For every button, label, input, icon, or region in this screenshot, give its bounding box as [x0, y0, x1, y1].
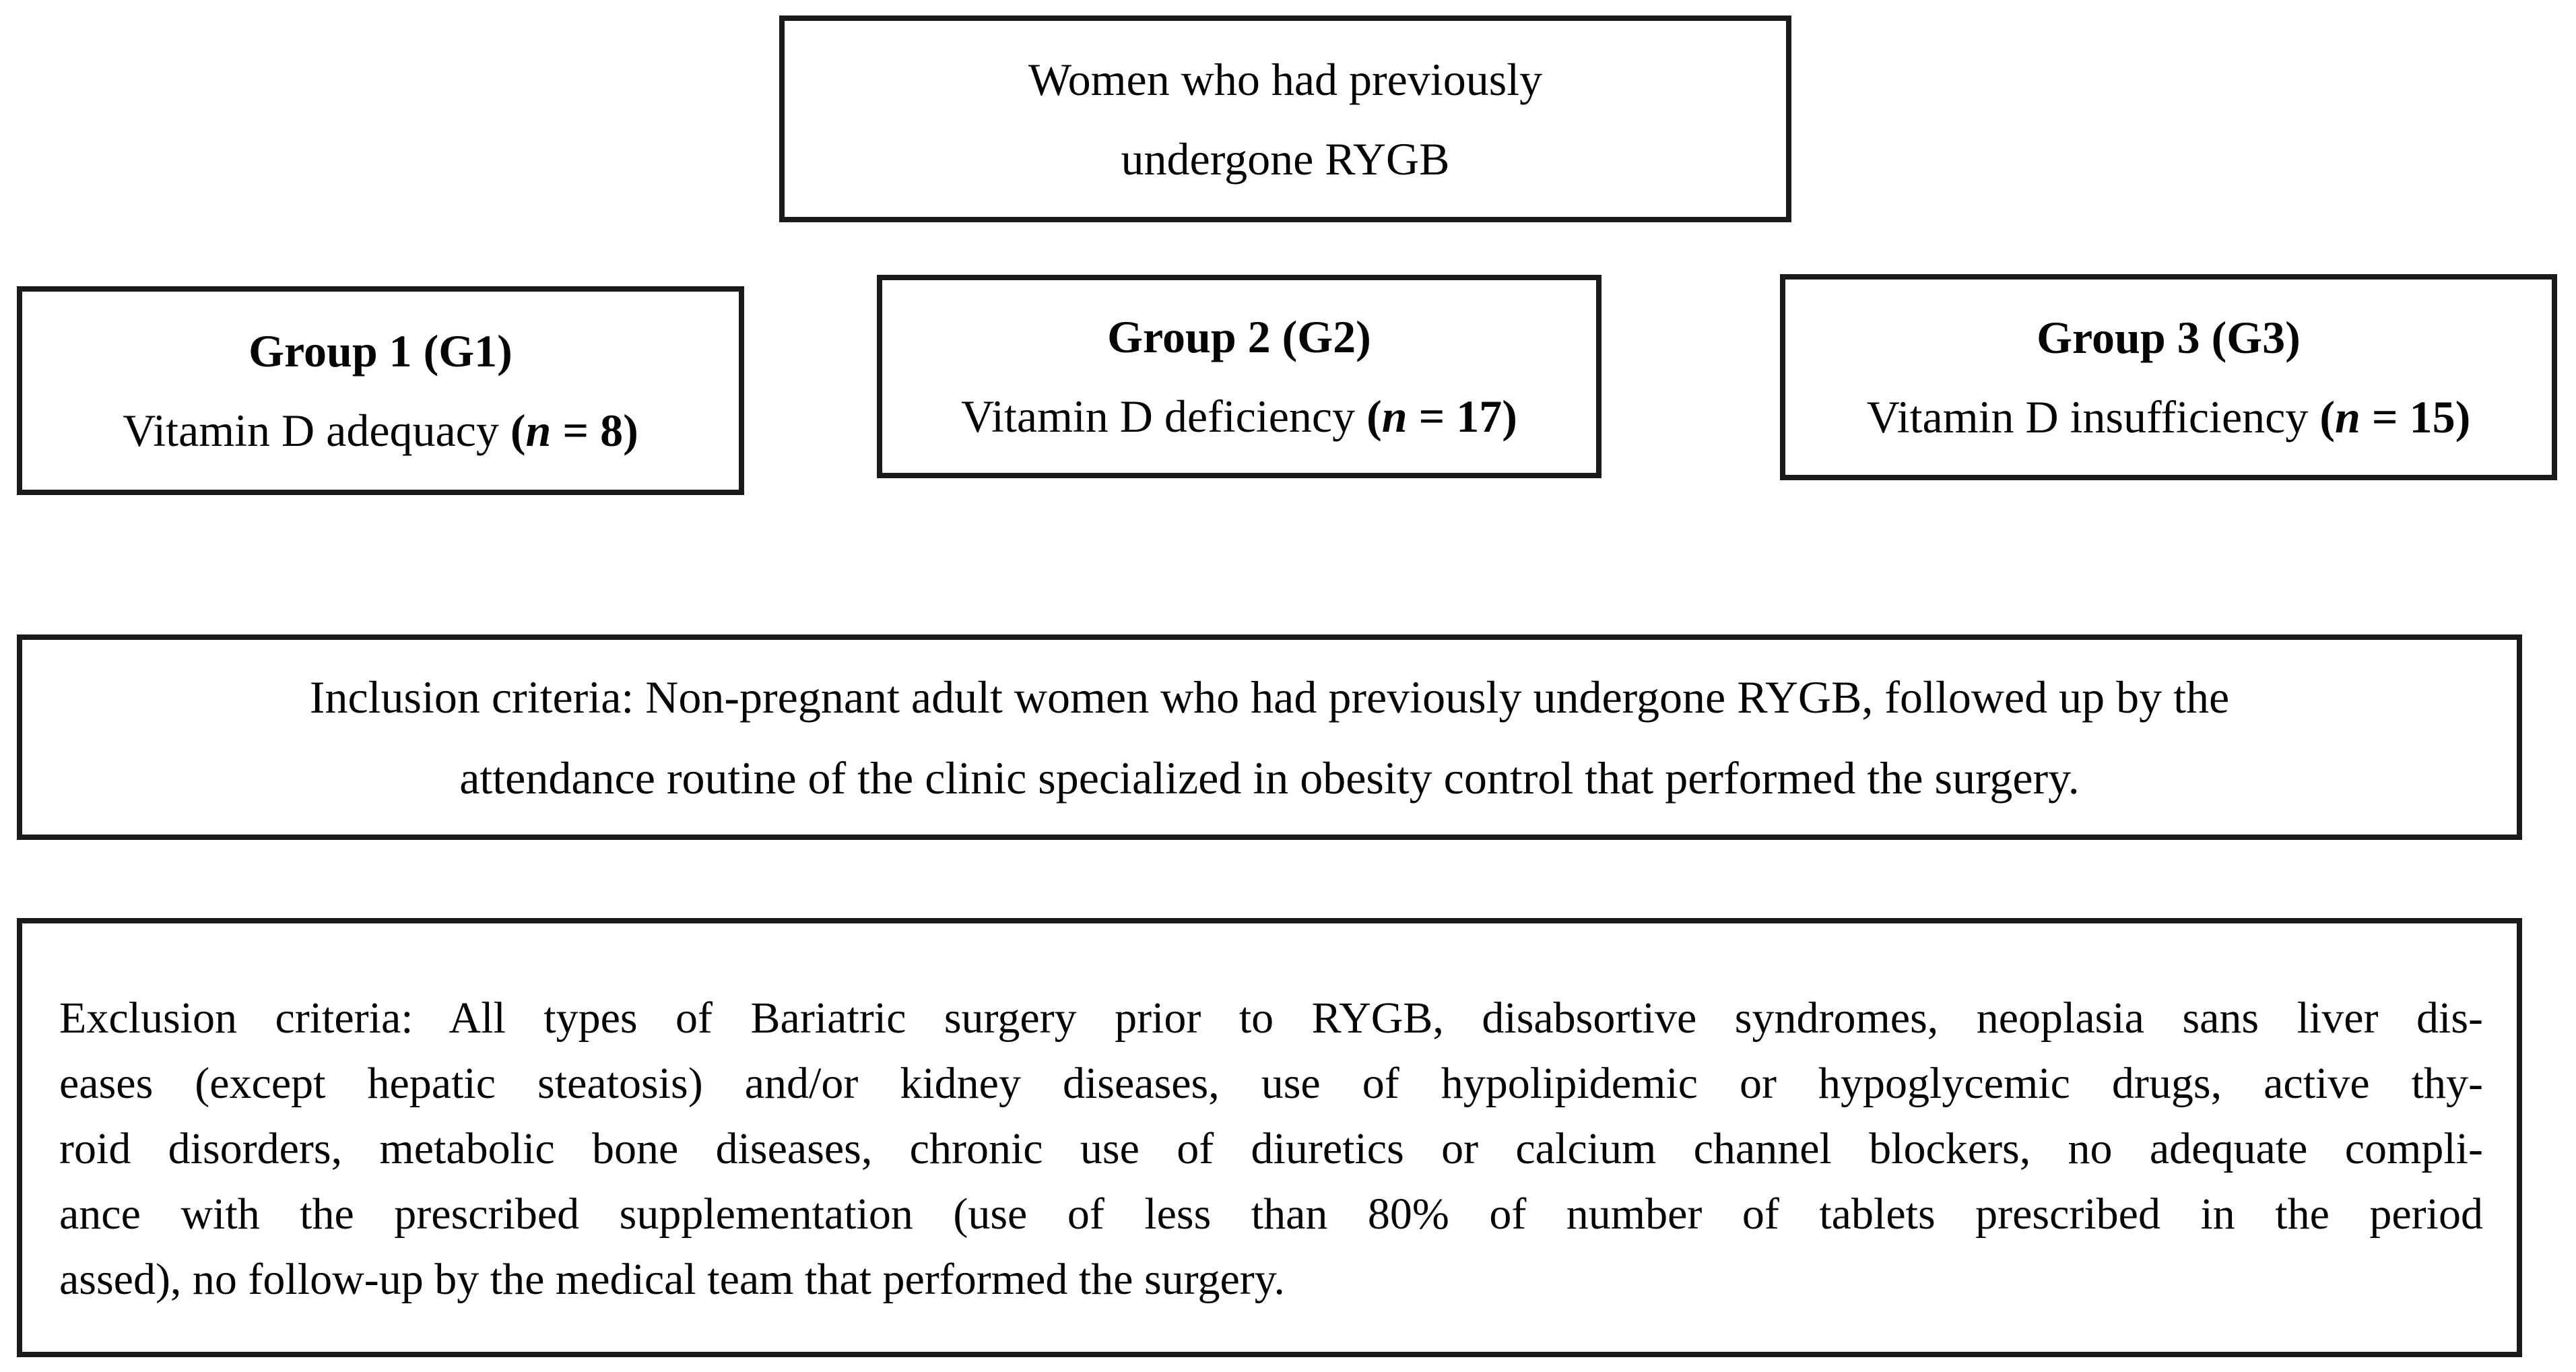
group-1-n-symbol: n	[525, 405, 552, 456]
group-3-n-value: = 15)	[2360, 391, 2471, 443]
study-population-box: Women who had previously undergone RYGB	[779, 15, 1791, 222]
exclusion-line-5: assed), no follow-up by the medical team…	[59, 1255, 1285, 1304]
group-1-n-value: = 8)	[551, 405, 638, 456]
group-1-description: Vitamin D adequacy (n = 8)	[22, 391, 739, 470]
group-3-n-open: (	[2308, 391, 2336, 443]
exclusion-line-3: roid disorders, metabolic bone diseases,…	[59, 1124, 2483, 1173]
group-2-box: Group 2 (G2) Vitamin D deficiency (n = 1…	[877, 275, 1601, 478]
exclusion-line-1: Exclusion criteria: All types of Bariatr…	[59, 993, 2483, 1043]
group-2-n-symbol: n	[1381, 391, 1408, 442]
group-2-label: Vitamin D deficiency	[961, 391, 1356, 442]
exclusion-line-2: eases (except hepatic steatosis) and/or …	[59, 1059, 2483, 1108]
population-line-2: undergone RYGB	[1121, 133, 1450, 185]
exclusion-criteria-box: Exclusion criteria: All types of Bariatr…	[17, 918, 2522, 1357]
group-3-description: Vitamin D insufficiency (n = 15)	[1785, 377, 2552, 457]
inclusion-criteria-box: Inclusion criteria: Non-pregnant adult w…	[17, 634, 2522, 840]
group-1-title: Group 1 (G1)	[249, 325, 513, 377]
group-2-title: Group 2 (G2)	[1107, 311, 1371, 362]
group-1-label: Vitamin D adequacy	[123, 405, 499, 456]
group-2-n-value: = 17)	[1407, 391, 1517, 442]
inclusion-line-1: Inclusion criteria: Non-pregnant adult w…	[309, 671, 2230, 723]
group-2-n-open: (	[1355, 391, 1382, 442]
group-3-title: Group 3 (G3)	[2037, 312, 2301, 363]
group-1-n-open: (	[498, 405, 526, 456]
group-1-box: Group 1 (G1) Vitamin D adequacy (n = 8)	[17, 286, 744, 495]
inclusion-line-2: attendance routine of the clinic special…	[459, 752, 2080, 804]
exclusion-line-4: ance with the prescribed supplementation…	[59, 1189, 2483, 1239]
group-3-n-symbol: n	[2335, 391, 2360, 443]
population-line-1: Women who had previously	[1028, 53, 1543, 105]
group-2-description: Vitamin D deficiency (n = 17)	[882, 377, 1596, 456]
group-3-label: Vitamin D insufficiency	[1866, 391, 2309, 443]
group-3-box: Group 3 (G3) Vitamin D insufficiency (n …	[1780, 274, 2557, 480]
